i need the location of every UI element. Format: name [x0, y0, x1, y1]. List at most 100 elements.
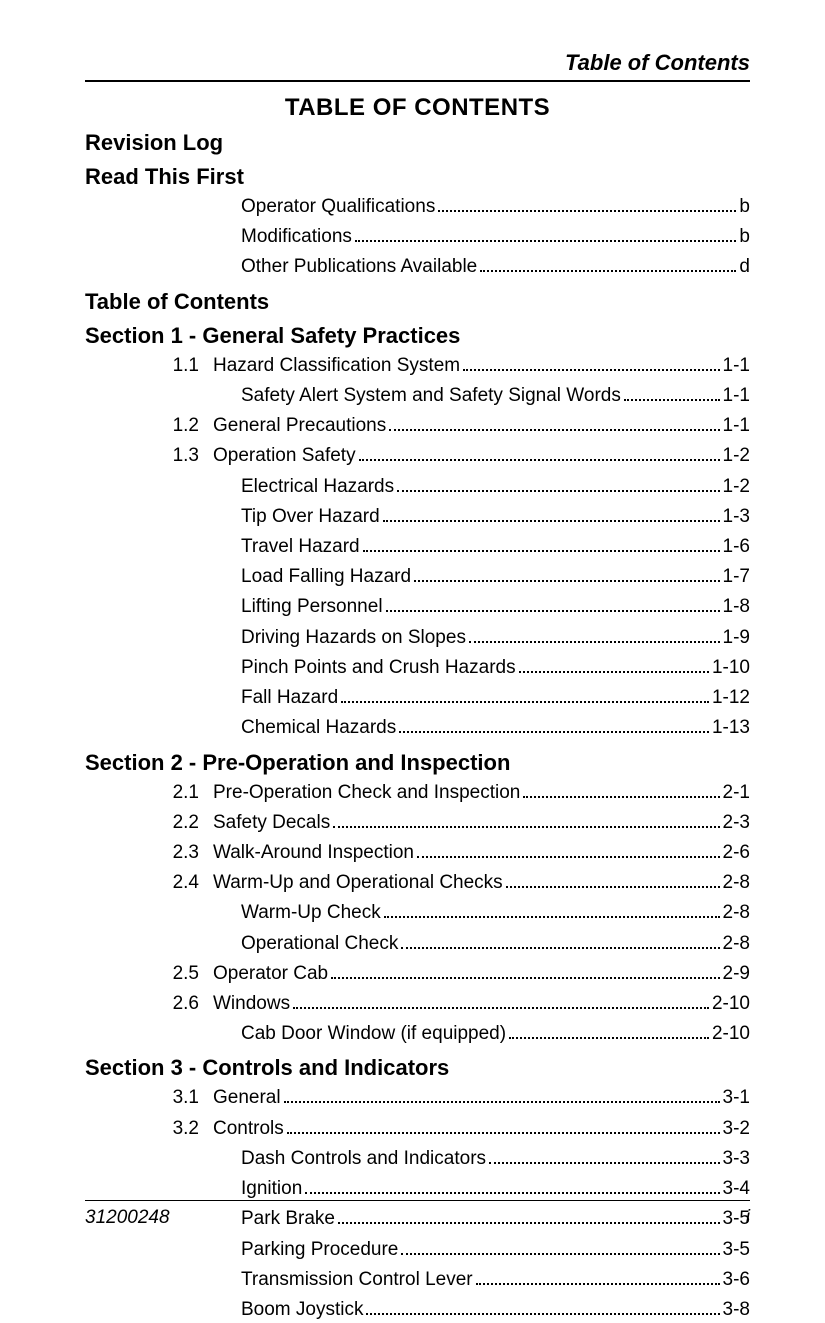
toc-entry-page: 1-2 — [723, 443, 750, 469]
toc-subentry-title: Operator Qualifications — [241, 194, 435, 220]
table-of-contents: Revision LogRead This FirstOperator Qual… — [85, 130, 750, 1323]
toc-subentry: Parking Procedure3-5 — [85, 1237, 750, 1263]
toc-entry-title: Warm-Up and Operational Checks — [213, 870, 503, 896]
toc-subentry-title: Safety Alert System and Safety Signal Wo… — [241, 383, 621, 409]
toc-entry-page: 2-8 — [723, 870, 750, 896]
toc-entry-title: Walk-Around Inspection — [213, 840, 414, 866]
toc-entry-number: 2.3 — [85, 840, 213, 866]
dot-leader — [366, 1313, 719, 1315]
dot-leader — [469, 641, 720, 643]
toc-subentry-title: Fall Hazard — [241, 685, 338, 711]
toc-subentry: Electrical Hazards1-2 — [85, 474, 750, 500]
dot-leader — [506, 886, 720, 888]
toc-entry-number: 1.1 — [85, 353, 213, 379]
toc-entry: 2.3Walk-Around Inspection2-6 — [85, 840, 750, 866]
toc-subentry-title: Cab Door Window (if equipped) — [241, 1021, 506, 1047]
toc-entry-number: 3.2 — [85, 1116, 213, 1142]
toc-subentry-page: 1-6 — [723, 534, 750, 560]
toc-entry-title: Hazard Classification System — [213, 353, 460, 379]
toc-subentry-title: Modifications — [241, 224, 352, 250]
toc-entry: 3.2Controls3-2 — [85, 1116, 750, 1142]
toc-entry-title: Operator Cab — [213, 961, 328, 987]
dot-leader — [359, 459, 720, 461]
toc-subentry-title: Boom Joystick — [241, 1297, 363, 1323]
toc-subentry-page: 2-8 — [723, 900, 750, 926]
toc-subentry: Operational Check2-8 — [85, 931, 750, 957]
toc-subentry-title: Tip Over Hazard — [241, 504, 380, 530]
toc-subentry-page: 1-1 — [723, 383, 750, 409]
toc-entry: 2.2Safety Decals2-3 — [85, 810, 750, 836]
dot-leader — [386, 610, 720, 612]
dot-leader — [438, 210, 736, 212]
running-header: Table of Contents — [85, 50, 750, 82]
toc-entry-title: Windows — [213, 991, 290, 1017]
toc-subentry-page: 3-8 — [723, 1297, 750, 1323]
toc-subentry: Fall Hazard1-12 — [85, 685, 750, 711]
toc-subentry-title: Transmission Control Lever — [241, 1267, 473, 1293]
dot-leader — [401, 947, 719, 949]
toc-entry: 1.1Hazard Classification System1-1 — [85, 353, 750, 379]
dot-leader — [341, 701, 709, 703]
toc-subentry-page: 1-13 — [712, 715, 750, 741]
toc-subentry: Pinch Points and Crush Hazards 1-10 — [85, 655, 750, 681]
dot-leader — [397, 490, 719, 492]
toc-subentry-page: 1-8 — [723, 594, 750, 620]
toc-entry-number: 3.1 — [85, 1085, 213, 1111]
toc-subentry-page: 1-3 — [723, 504, 750, 530]
dot-leader — [284, 1101, 720, 1103]
toc-subentry: Operator Qualificationsb — [85, 194, 750, 220]
toc-subentry: Safety Alert System and Safety Signal Wo… — [85, 383, 750, 409]
toc-entry-number: 2.4 — [85, 870, 213, 896]
toc-subentry-title: Parking Procedure — [241, 1237, 398, 1263]
toc-entry-page: 3-1 — [723, 1085, 750, 1111]
dot-leader — [509, 1037, 709, 1039]
dot-leader — [523, 796, 719, 798]
toc-subentry-title: Electrical Hazards — [241, 474, 394, 500]
toc-entry-page: 2-9 — [723, 961, 750, 987]
toc-subentry-title: Travel Hazard — [241, 534, 360, 560]
dot-leader — [287, 1132, 720, 1134]
toc-subentry-title: Ignition — [241, 1176, 302, 1202]
toc-entry-title: General — [213, 1085, 281, 1111]
toc-subentry-page: 2-10 — [712, 1021, 750, 1047]
toc-subentry: Boom Joystick 3-8 — [85, 1297, 750, 1323]
dot-leader — [414, 580, 719, 582]
footer-doc-number: 31200248 — [85, 1207, 170, 1229]
main-title: TABLE OF CONTENTS — [85, 94, 750, 122]
toc-entry: 2.4Warm-Up and Operational Checks 2-8 — [85, 870, 750, 896]
toc-entry-number: 1.2 — [85, 413, 213, 439]
dot-leader — [519, 671, 709, 673]
toc-subentry-title: Load Falling Hazard — [241, 564, 411, 590]
toc-subentry-title: Pinch Points and Crush Hazards — [241, 655, 516, 681]
dot-leader — [363, 550, 720, 552]
dot-leader — [305, 1192, 719, 1194]
toc-entry-title: Operation Safety — [213, 443, 356, 469]
toc-entry-number: 1.3 — [85, 443, 213, 469]
toc-entry: 1.2General Precautions1-1 — [85, 413, 750, 439]
toc-entry: 2.5Operator Cab2-9 — [85, 961, 750, 987]
toc-section-head: Table of Contents — [85, 289, 750, 315]
toc-subentry-page: 3-4 — [723, 1176, 750, 1202]
toc-subentry-page: 1-9 — [723, 625, 750, 651]
toc-entry-page: 1-1 — [723, 413, 750, 439]
toc-subentry-page: 1-10 — [712, 655, 750, 681]
toc-subentry: Driving Hazards on Slopes 1-9 — [85, 625, 750, 651]
toc-subentry-page: d — [739, 254, 750, 280]
page-footer: 31200248 i — [85, 1200, 750, 1229]
toc-subentry-page: 3-6 — [723, 1267, 750, 1293]
toc-entry: 1.3Operation Safety 1-2 — [85, 443, 750, 469]
toc-subentry: Lifting Personnel1-8 — [85, 594, 750, 620]
dot-leader — [355, 240, 737, 242]
toc-entry-page: 3-2 — [723, 1116, 750, 1142]
toc-section-head: Section 1 - General Safety Practices — [85, 323, 750, 349]
toc-subentry: Load Falling Hazard1-7 — [85, 564, 750, 590]
dot-leader — [389, 429, 719, 431]
toc-entry: 3.1General 3-1 — [85, 1085, 750, 1111]
toc-entry-title: Pre-Operation Check and Inspection — [213, 780, 520, 806]
toc-entry-number: 2.6 — [85, 991, 213, 1017]
toc-subentry-page: 2-8 — [723, 931, 750, 957]
toc-subentry: Dash Controls and Indicators3-3 — [85, 1146, 750, 1172]
toc-subentry-title: Driving Hazards on Slopes — [241, 625, 466, 651]
footer-page-number: i — [746, 1207, 750, 1229]
toc-subentry: Ignition 3-4 — [85, 1176, 750, 1202]
